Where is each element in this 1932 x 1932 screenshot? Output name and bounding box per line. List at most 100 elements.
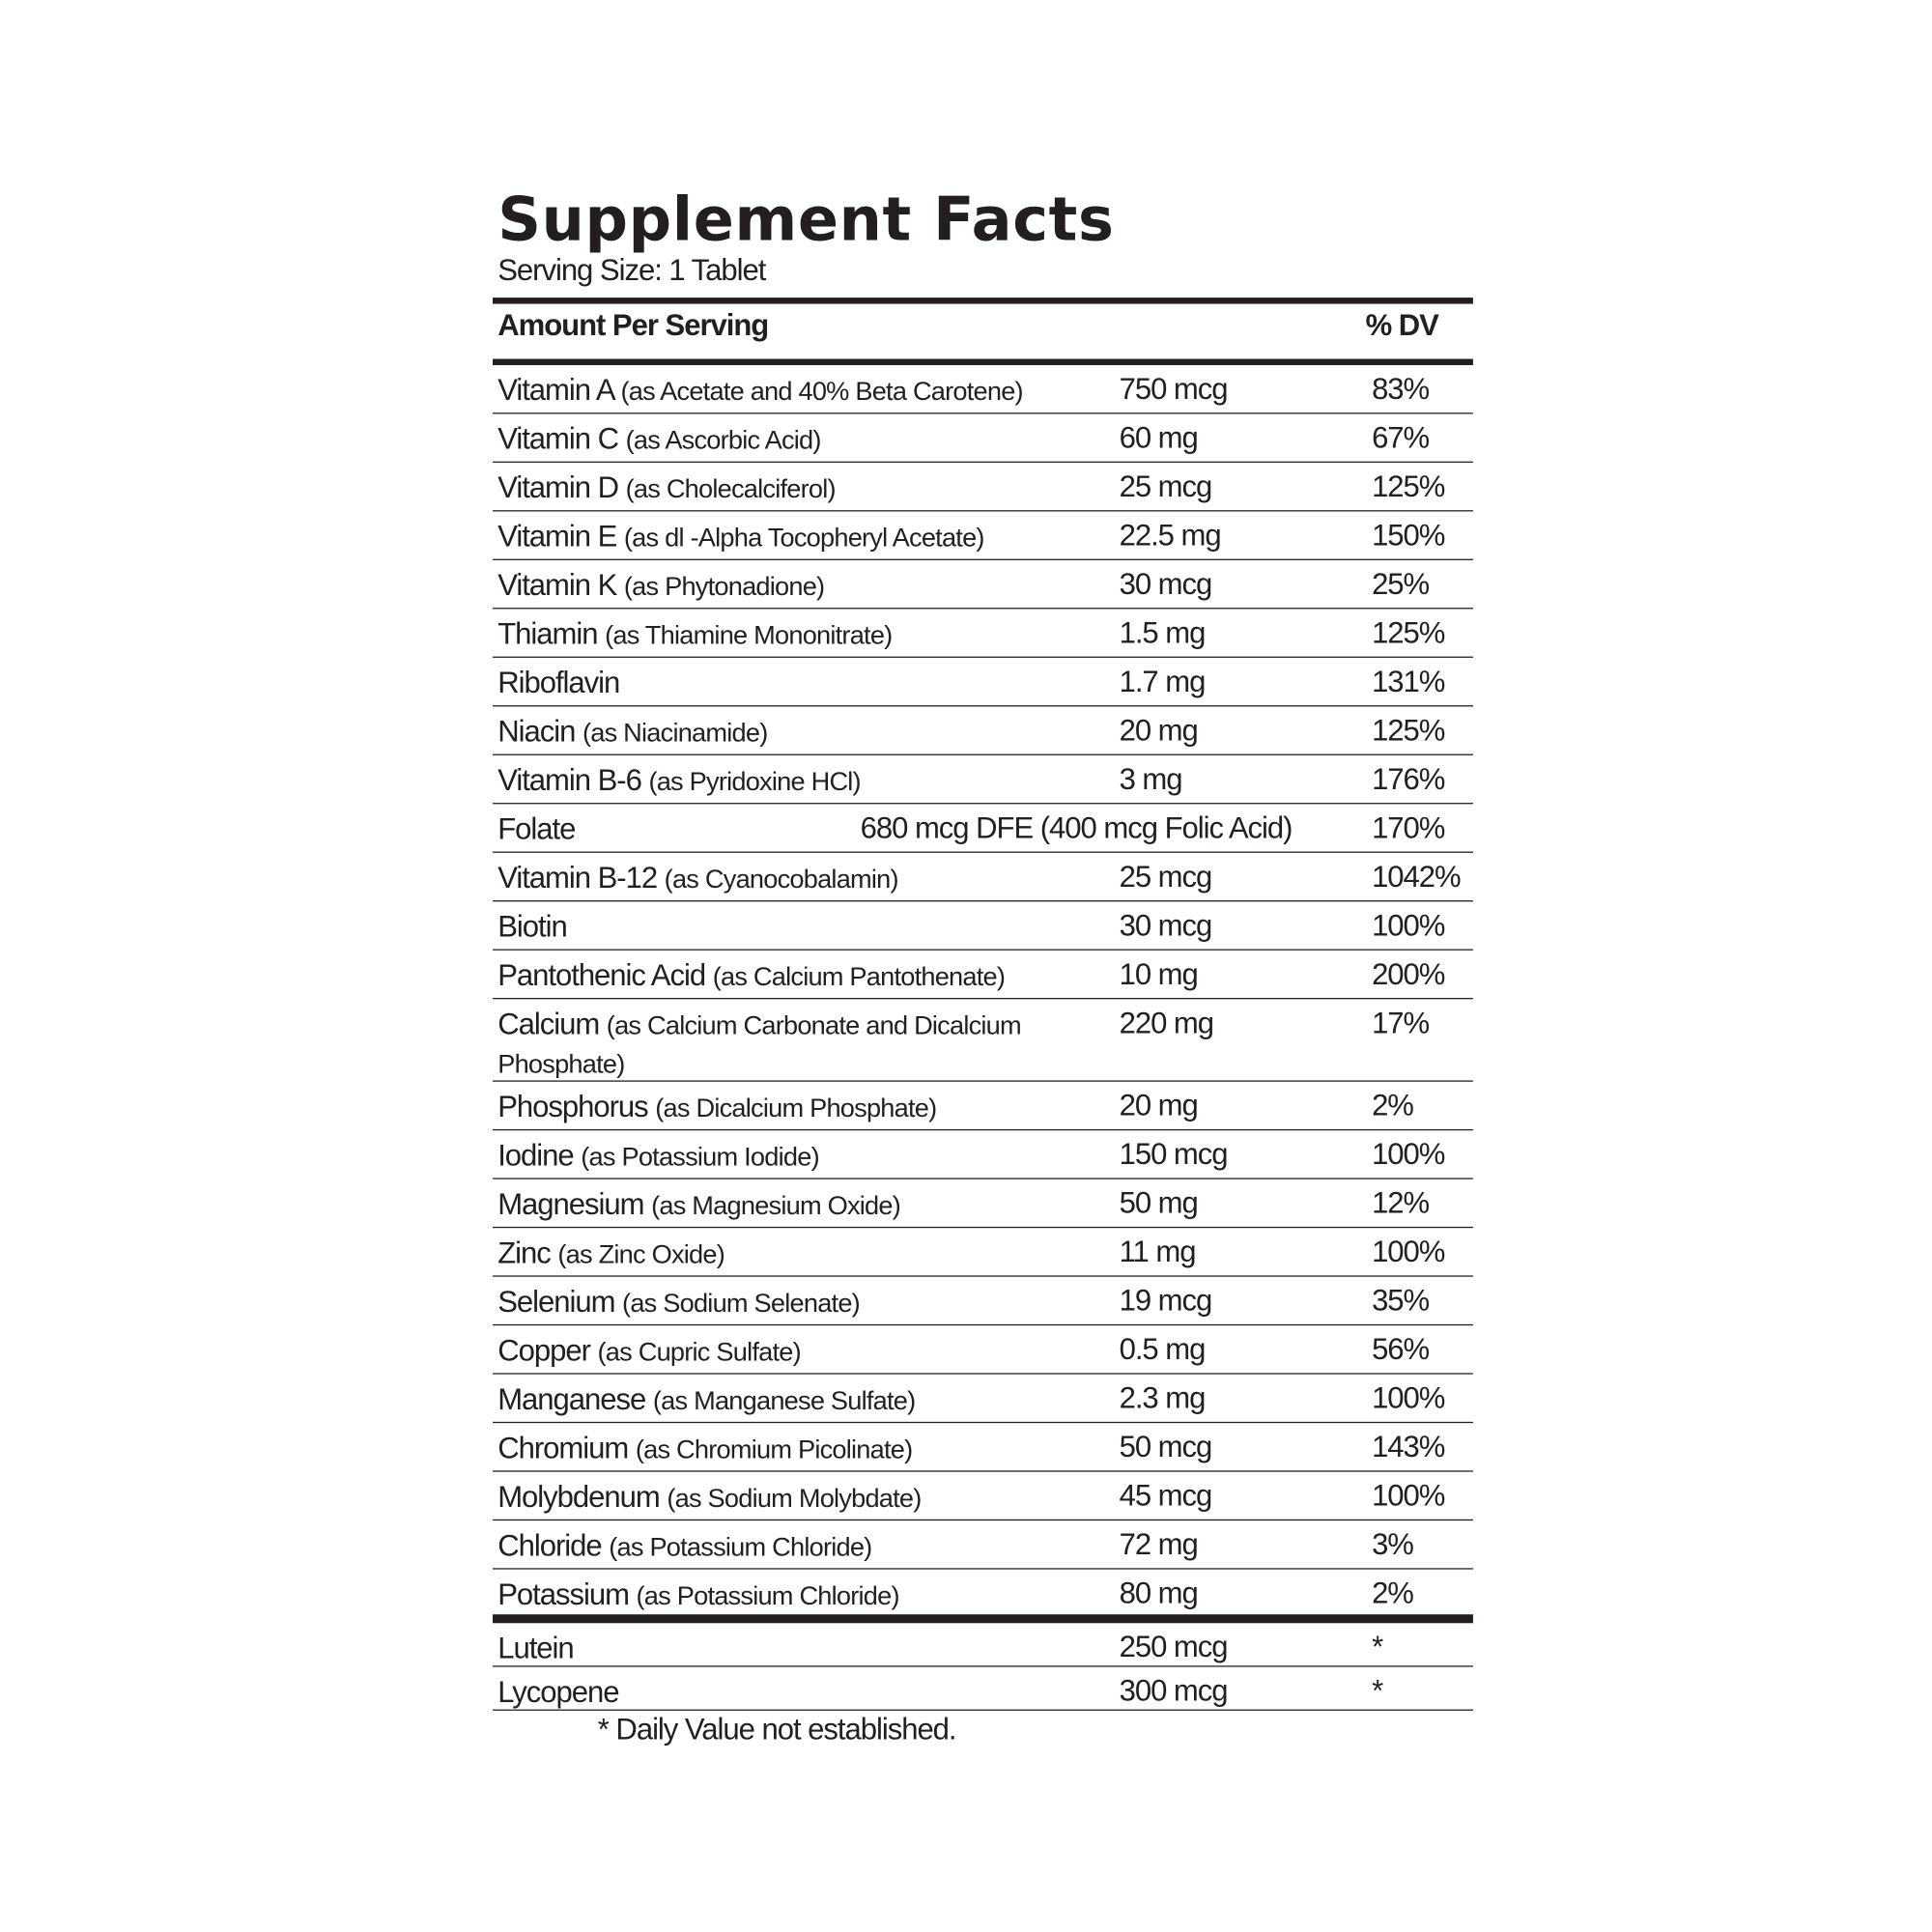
daily-value: 100% bbox=[1372, 1235, 1445, 1269]
nutrient-name-cell: Chromium (as Chromium Picolinate) bbox=[497, 1431, 1097, 1469]
amount: 30 mcg bbox=[1119, 567, 1213, 602]
nutrient-row: Vitamin D (as Cholecalciferol) 25 mcg 125% bbox=[493, 463, 1473, 512]
amount: 220 mg bbox=[1119, 1007, 1214, 1041]
daily-value: 67% bbox=[1372, 421, 1430, 456]
daily-value: 176% bbox=[1372, 762, 1445, 797]
nutrient-name: Calcium bbox=[497, 1008, 600, 1042]
daily-value: 2% bbox=[1372, 1577, 1414, 1611]
nutrient-name: Vitamin D bbox=[497, 471, 619, 505]
daily-value: 1042% bbox=[1372, 860, 1462, 895]
serving-size: Serving Size: 1 Tablet bbox=[497, 253, 766, 288]
title: Supplement Facts bbox=[497, 185, 1115, 256]
nutrient-row: Folate 680 mcg DFE (400 mcg Folic Acid) 17… bbox=[493, 804, 1473, 853]
nutrient-name: Vitamin B-6 bbox=[497, 763, 642, 798]
nutrient-name: Copper bbox=[497, 1334, 591, 1369]
nutrient-row: Molybdenum (as Sodium Molybdate) 45 mcg 10… bbox=[493, 1472, 1473, 1521]
nutrient-source: (as Magnesium Oxide) bbox=[651, 1191, 901, 1221]
daily-value: 200% bbox=[1372, 957, 1445, 992]
nutrient-name: Vitamin C bbox=[497, 422, 619, 457]
nutrient-name: Phosphorus bbox=[497, 1090, 648, 1124]
daily-value: 25% bbox=[1372, 567, 1430, 602]
amount: 19 mcg bbox=[1119, 1284, 1213, 1319]
nutrient-source: (as Potassium Iodide) bbox=[581, 1143, 819, 1172]
nutrient-name-cell: Thiamin (as Thiamine Mononitrate) bbox=[497, 616, 1097, 655]
nutrient-row: Copper (as Cupric Sulfate) 0.5 mg 56% bbox=[493, 1325, 1473, 1375]
daily-value: 3% bbox=[1372, 1527, 1414, 1562]
amount: 20 mg bbox=[1119, 1089, 1199, 1123]
nutrient-row: Chloride (as Potassium Chloride) 72 mg 3% bbox=[493, 1520, 1473, 1570]
nutrient-name: Vitamin E bbox=[497, 520, 617, 554]
daily-value: 125% bbox=[1372, 616, 1445, 651]
amount: 750 mcg bbox=[1119, 372, 1229, 407]
nutrient-source: (as Potassium Chloride) bbox=[636, 1581, 900, 1611]
daily-value: 150% bbox=[1372, 519, 1445, 554]
nutrient-source: (as dl -Alpha Tocopheryl Acetate) bbox=[623, 524, 985, 554]
amount: 150 mcg bbox=[1119, 1137, 1229, 1172]
footnote: * Daily Value not established. bbox=[597, 1713, 957, 1747]
daily-value: * bbox=[1372, 1674, 1383, 1709]
nutrient-row: Biotin 30 mcg 100% bbox=[493, 901, 1473, 951]
amount: 250 mcg bbox=[1119, 1631, 1229, 1664]
nutrient-row: Magnesium (as Magnesium Oxide) 50 mg 12% bbox=[493, 1179, 1473, 1229]
column-header: Amount Per Serving bbox=[497, 308, 769, 343]
nutrient-name: Niacin bbox=[497, 715, 576, 750]
nutrient-name: Manganese bbox=[497, 1382, 646, 1417]
amount: 30 mcg bbox=[1119, 909, 1213, 944]
daily-value: 100% bbox=[1372, 1381, 1445, 1416]
nutrient-row: Calcium (as Calcium Carbonate and Dicalc… bbox=[493, 999, 1473, 1082]
daily-value: 100% bbox=[1372, 1479, 1445, 1514]
nutrient-name-cell: Copper (as Cupric Sulfate) bbox=[497, 1333, 1097, 1372]
daily-value: 100% bbox=[1372, 909, 1445, 944]
nutrient-row: Vitamin B-6 (as Pyridoxine HCl) 3 mg 176% bbox=[493, 755, 1473, 805]
nutrient-name-cell: Potassium (as Potassium Chloride) bbox=[497, 1577, 1097, 1615]
nutrient-name-cell: Selenium (as Sodium Selenate) bbox=[497, 1284, 1097, 1322]
nutrient-source: (as Ascorbic Acid) bbox=[625, 426, 822, 456]
amount: 72 mg bbox=[1119, 1527, 1199, 1562]
daily-value: 100% bbox=[1372, 1137, 1445, 1172]
amount: 2.3 mg bbox=[1119, 1381, 1207, 1416]
nutrient-row: Lycopene 300 mcg * bbox=[493, 1667, 1473, 1711]
nutrient-source: (as Potassium Chloride) bbox=[609, 1533, 872, 1562]
nutrient-source: (as Sodium Molybdate) bbox=[667, 1484, 922, 1514]
daily-value: 35% bbox=[1372, 1284, 1430, 1319]
nutrient-name-cell: Vitamin C (as Ascorbic Acid) bbox=[497, 421, 1097, 460]
nutrient-name: Molybdenum bbox=[497, 1480, 661, 1515]
table-header: Amount Per Serving % DV bbox=[493, 298, 1473, 365]
nutrient-name: Selenium bbox=[497, 1285, 615, 1320]
nutrient-name-cell: Vitamin D (as Cholecalciferol) bbox=[497, 470, 1097, 509]
nutrient-source: (as Cyanocobalamin) bbox=[664, 865, 899, 895]
daily-value: 56% bbox=[1372, 1332, 1430, 1367]
nutrient-name-cell: Iodine (as Potassium Iodide) bbox=[497, 1138, 1097, 1177]
nutrient-row: Vitamin E (as dl -Alpha Tocopheryl Aceta… bbox=[493, 511, 1473, 560]
nutrient-row: Zinc (as Zinc Oxide) 11 mg 100% bbox=[493, 1228, 1473, 1277]
nutrient-name: Pantothenic Acid bbox=[497, 958, 706, 993]
nutrient-row: Vitamin C (as Ascorbic Acid) 60 mg 67% bbox=[493, 413, 1473, 463]
nutrient-name-cell: Vitamin B-12 (as Cyanocobalamin) bbox=[497, 861, 1097, 899]
nutrient-name: Lycopene bbox=[497, 1675, 619, 1710]
nutrient-name-cell: Biotin bbox=[497, 909, 1097, 947]
amount: 25 mcg bbox=[1119, 469, 1213, 504]
amount: 300 mcg bbox=[1119, 1674, 1229, 1709]
nutrient-name: Vitamin A bbox=[497, 374, 614, 409]
nutrient-name: Iodine bbox=[497, 1139, 574, 1174]
nutrient-name: Thiamin bbox=[497, 617, 598, 652]
daily-value: 125% bbox=[1372, 469, 1445, 504]
nutrient-name-cell: Molybdenum (as Sodium Molybdate) bbox=[497, 1479, 1097, 1518]
daily-value: 131% bbox=[1372, 665, 1445, 699]
nutrient-name: Riboflavin bbox=[497, 666, 620, 700]
amount: 1.5 mg bbox=[1119, 616, 1207, 651]
nutrient-name-cell: Folate bbox=[497, 811, 1097, 849]
nutrient-name: Vitamin B-12 bbox=[497, 861, 658, 895]
facts-table: Amount Per Serving % DV Vitamin A (as Ac… bbox=[493, 298, 1473, 1711]
nutrient-name-cell: Lycopene bbox=[497, 1674, 1097, 1712]
nutrient-source: (as Cholecalciferol) bbox=[625, 474, 837, 504]
nutrient-name-cell: Chloride (as Potassium Chloride) bbox=[497, 1528, 1097, 1567]
nutrient-row: Potassium (as Potassium Chloride) 80 mg 2% bbox=[493, 1570, 1473, 1624]
amount: 80 mg bbox=[1119, 1577, 1199, 1611]
amount: 50 mcg bbox=[1119, 1430, 1213, 1464]
nutrient-source: (as Niacinamide) bbox=[582, 719, 768, 749]
nutrient-source: (as Pyridoxine HCl) bbox=[648, 767, 861, 797]
daily-value: 170% bbox=[1372, 811, 1445, 846]
nutrient-source: (as Sodium Selenate) bbox=[622, 1289, 861, 1319]
nutrient-name-cell: Vitamin A (as Acetate and 40% Beta Carot… bbox=[497, 373, 1097, 412]
